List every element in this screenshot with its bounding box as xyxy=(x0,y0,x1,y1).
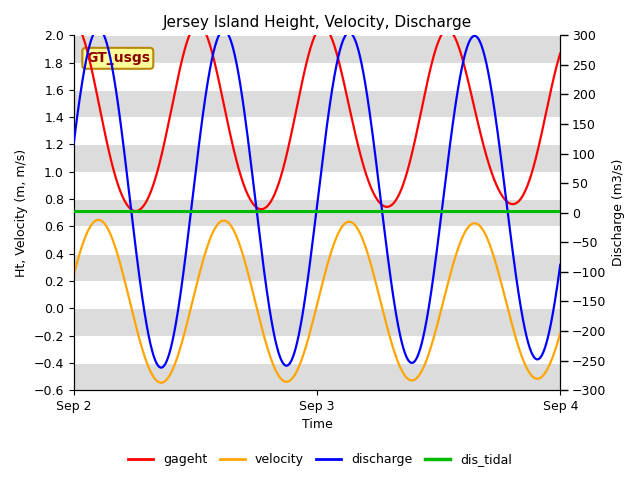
Legend: gageht, velocity, discharge, dis_tidal: gageht, velocity, discharge, dis_tidal xyxy=(123,448,517,471)
Bar xyxy=(74,144,560,172)
Bar xyxy=(74,36,560,62)
Text: GT_usgs: GT_usgs xyxy=(86,51,150,65)
Y-axis label: Discharge (m3/s): Discharge (m3/s) xyxy=(612,159,625,266)
Bar xyxy=(74,90,560,117)
Y-axis label: Ht, Velocity (m, m/s): Ht, Velocity (m, m/s) xyxy=(15,149,28,277)
Bar xyxy=(74,199,560,227)
Bar xyxy=(74,363,560,390)
Title: Jersey Island Height, Velocity, Discharge: Jersey Island Height, Velocity, Discharg… xyxy=(163,15,472,30)
X-axis label: Time: Time xyxy=(301,419,332,432)
Bar xyxy=(74,253,560,281)
Bar xyxy=(74,308,560,336)
